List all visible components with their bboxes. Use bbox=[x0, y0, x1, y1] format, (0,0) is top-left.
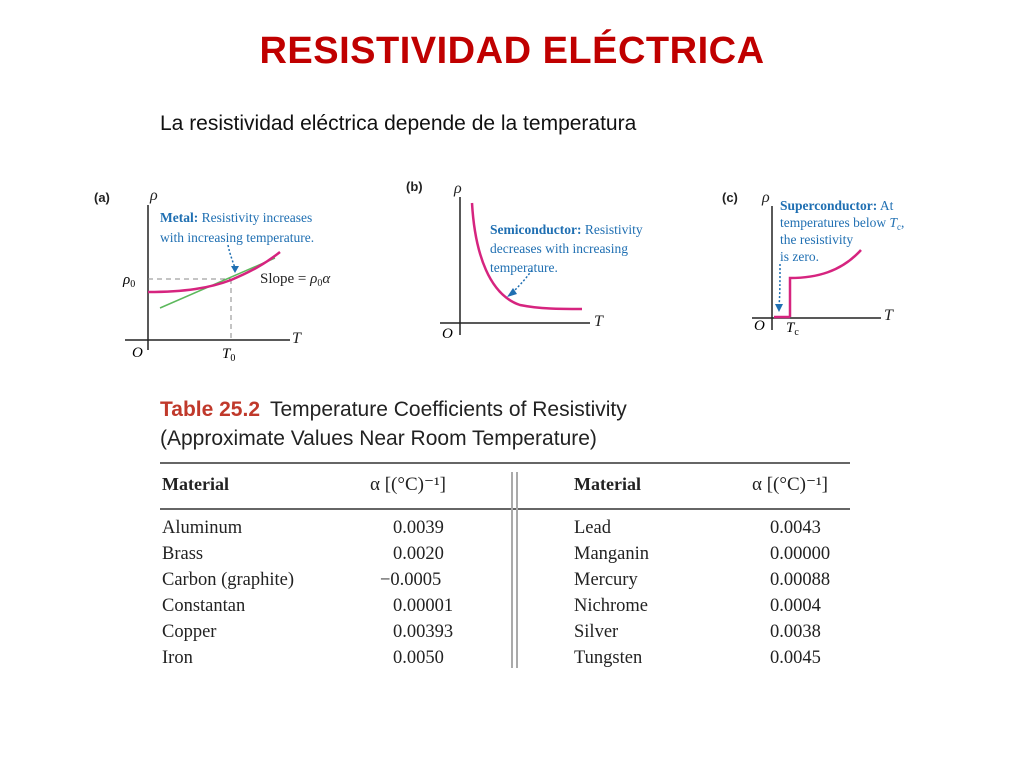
slope-line bbox=[159, 257, 276, 309]
Tc-label: Tc bbox=[786, 320, 799, 338]
table-cell-alpha: 0.0045 bbox=[770, 648, 821, 668]
graph-semiconductor: (b) ρ O T Semiconductor: Resistivity dec… bbox=[406, 179, 643, 342]
table-number: Table 25.2 bbox=[160, 398, 260, 421]
table-cell-alpha: 0.0038 bbox=[770, 622, 821, 642]
table-cell-alpha: 0.0043 bbox=[770, 518, 821, 538]
metal-annotation-line2: with increasing temperature. bbox=[160, 230, 314, 245]
table-row: Carbon (graphite) bbox=[162, 570, 295, 590]
semiconductor-annotation-line2: decreases with increasing bbox=[490, 241, 628, 256]
table-cell-alpha: 0.0050 bbox=[393, 648, 444, 668]
header-alpha-right: α [(°C)⁻¹] bbox=[752, 474, 829, 495]
table-title-line2: (Approximate Values Near Room Temperatur… bbox=[160, 427, 597, 450]
origin-label: O bbox=[132, 345, 143, 361]
table-cell-alpha: 0.0004 bbox=[770, 596, 821, 616]
metal-resistivity-curve bbox=[147, 251, 281, 294]
superconductor-annotation-line4: is zero. bbox=[780, 249, 819, 264]
table-row: Silver bbox=[574, 622, 619, 642]
arrow-head bbox=[231, 266, 239, 273]
rho-axis-label: ρ bbox=[149, 187, 158, 204]
table-header-rule bbox=[160, 508, 850, 510]
graph-superconductor: (c) ρ O Tc T Superconductor: At temperat… bbox=[722, 189, 904, 338]
table-row: Brass bbox=[162, 544, 204, 564]
table-row: Copper bbox=[162, 622, 217, 642]
table-row: Constantan bbox=[162, 596, 246, 616]
origin-label: O bbox=[442, 326, 453, 342]
table-cell-alpha: 0.0039 bbox=[393, 518, 444, 538]
slope-label: Slope = ρ0α bbox=[260, 271, 331, 289]
table-row: Iron bbox=[162, 648, 193, 668]
table-row: Manganin bbox=[574, 544, 650, 564]
header-material-left: Material bbox=[162, 474, 229, 494]
table-cell-alpha: 0.00393 bbox=[393, 622, 454, 642]
table-row: Mercury bbox=[574, 570, 638, 590]
table-top-rule bbox=[160, 462, 850, 464]
superconductor-resistivity-curve bbox=[788, 249, 862, 317]
panel-letter-a: (a) bbox=[94, 190, 110, 205]
table-cell-alpha: −0.0005 bbox=[380, 570, 442, 590]
annotation-arrow bbox=[778, 263, 781, 307]
rho-axis-label: ρ bbox=[453, 180, 462, 197]
table-cell-alpha: 0.00001 bbox=[393, 596, 454, 616]
graph-metal: (a) ρ ρ0 O T0 T Metal: Resistivity incre… bbox=[94, 187, 331, 364]
rho0-label: ρ0 bbox=[122, 272, 135, 290]
annotation-arrow bbox=[227, 244, 236, 269]
table-title-line1: Temperature Coefficients of Resistivity bbox=[270, 398, 627, 421]
origin-label: O bbox=[754, 318, 765, 334]
rho-axis-label: ρ bbox=[761, 189, 770, 206]
table-row: Lead bbox=[574, 518, 611, 538]
table-center-divider-2 bbox=[516, 472, 518, 668]
arrow-head bbox=[507, 288, 517, 297]
table-title: Table 25.2 Temperature Coefficients of Re… bbox=[160, 395, 627, 453]
header-alpha-left: α [(°C)⁻¹] bbox=[370, 474, 447, 495]
table-row: Tungsten bbox=[574, 648, 643, 668]
semiconductor-annotation-line1: Semiconductor: Resistivity bbox=[490, 222, 643, 237]
metal-annotation-line1: Metal: Resistivity increases bbox=[160, 210, 312, 225]
superconductor-annotation-line3: the resistivity bbox=[780, 232, 853, 247]
T-axis-label: T bbox=[594, 313, 604, 330]
table-row: Aluminum bbox=[162, 518, 243, 538]
table-center-divider bbox=[511, 472, 513, 668]
table-cell-alpha: 0.00000 bbox=[770, 544, 831, 564]
semiconductor-resistivity-curve bbox=[470, 202, 583, 311]
T-axis-label: T bbox=[292, 330, 302, 347]
semiconductor-annotation-line3: temperature. bbox=[490, 260, 558, 275]
slide-subtitle: La resistividad eléctrica depende de la … bbox=[160, 112, 637, 135]
T0-label: T0 bbox=[222, 346, 235, 364]
header-material-right: Material bbox=[574, 474, 641, 494]
superconductor-annotation-line2: temperatures below Tc, bbox=[780, 215, 904, 232]
arrow-head bbox=[775, 304, 783, 312]
table-row: Nichrome bbox=[574, 596, 648, 616]
slide-title: RESISTIVIDAD ELÉCTRICA bbox=[259, 30, 765, 72]
T-axis-label: T bbox=[884, 307, 894, 324]
panel-letter-b: (b) bbox=[406, 179, 423, 194]
panel-letter-c: (c) bbox=[722, 190, 738, 205]
superconductor-annotation-line1: Superconductor: At bbox=[780, 198, 894, 213]
table-cell-alpha: 0.0020 bbox=[393, 544, 444, 564]
table-cell-alpha: 0.00088 bbox=[770, 570, 831, 590]
